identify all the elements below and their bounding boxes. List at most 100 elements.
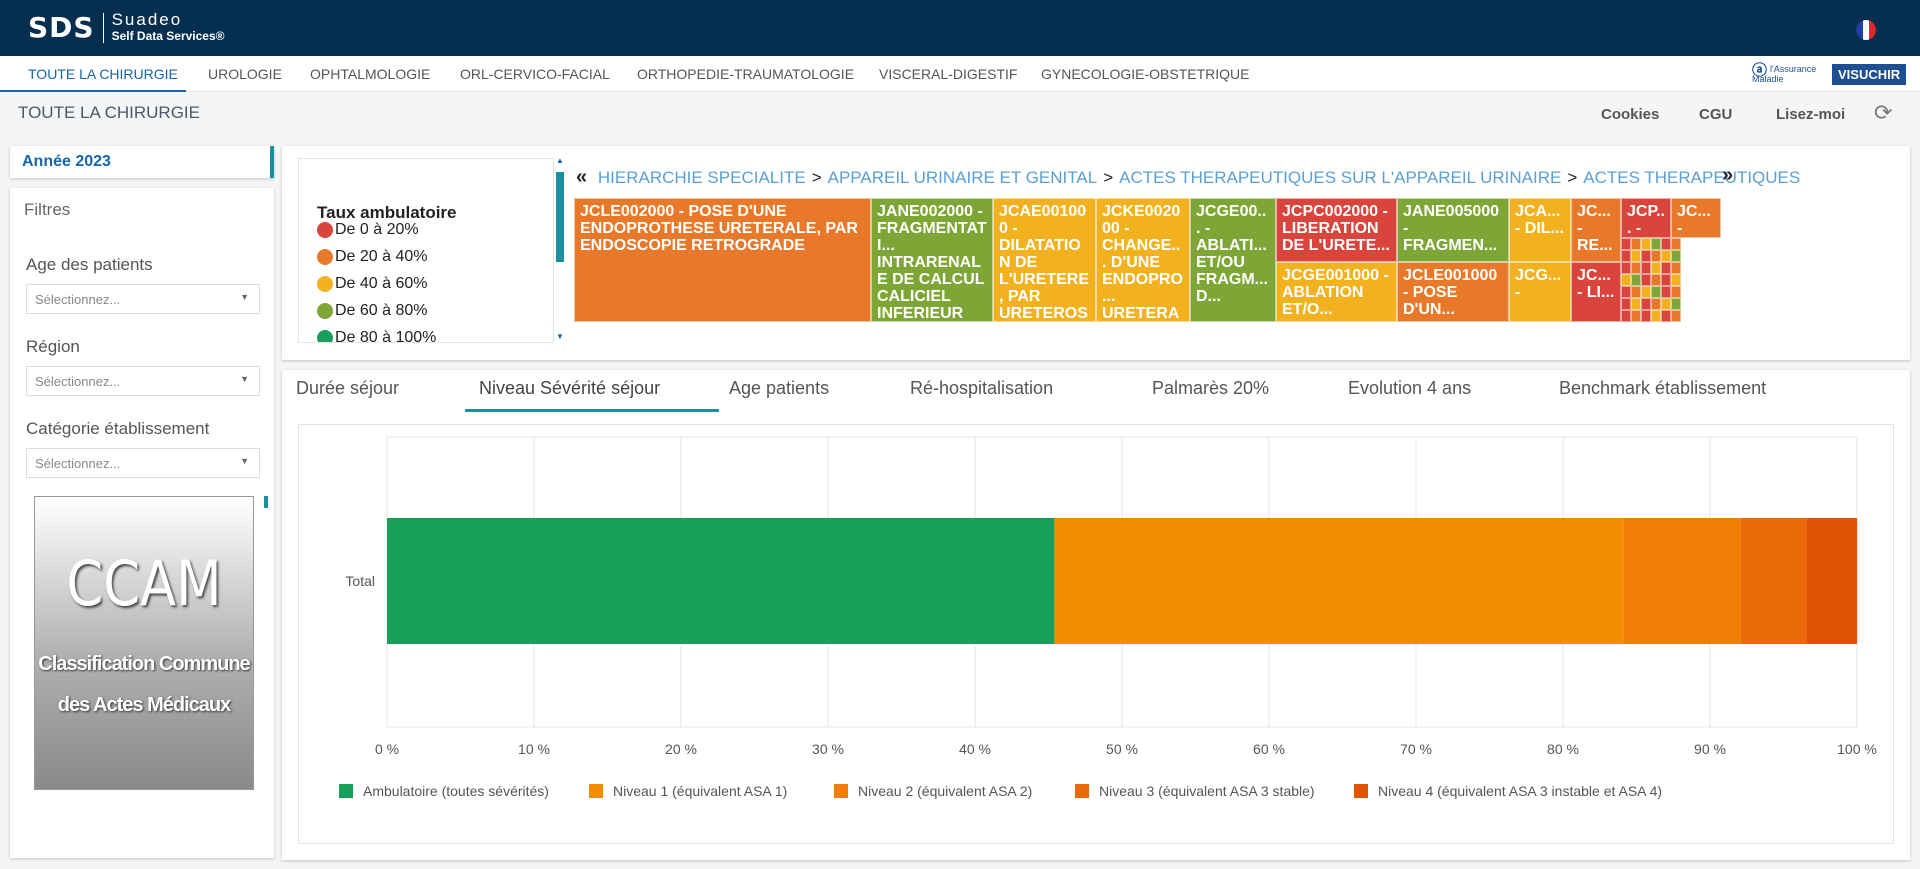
- nav-item-visceral[interactable]: VISCERAL-DIGESTIF: [879, 66, 1018, 82]
- treemap-small-cell[interactable]: [1621, 298, 1631, 310]
- treemap-small-cell[interactable]: [1671, 310, 1681, 322]
- sidebar-scrollbar[interactable]: [264, 496, 268, 508]
- treemap-small-cell[interactable]: [1661, 298, 1671, 310]
- treemap-small-cell[interactable]: [1641, 298, 1651, 310]
- chart-legend-label[interactable]: Niveau 3 (équivalent ASA 3 stable): [1099, 783, 1315, 799]
- treemap-small-cell[interactable]: [1621, 310, 1631, 322]
- treemap-cell[interactable]: JCG... -: [1509, 262, 1571, 322]
- lisez-moi-link[interactable]: Lisez-moi: [1776, 106, 1846, 123]
- treemap-small-cell[interactable]: [1661, 262, 1671, 274]
- treemap-small-cell[interactable]: [1631, 310, 1641, 322]
- treemap-cell[interactable]: JCKE002000 - CHANGE... D'UNE ENDOPRO... …: [1096, 198, 1190, 322]
- treemap-cell[interactable]: JC... - RE...: [1571, 198, 1621, 262]
- nav-item-gynecologie[interactable]: GYNECOLOGIE-OBSTETRIQUE: [1041, 66, 1250, 82]
- suadeo-logo[interactable]: SDS Suadeo Self Data Services®: [28, 11, 224, 44]
- category-filter-select[interactable]: Sélectionnez... ▼: [26, 448, 260, 478]
- treemap-small-cell[interactable]: [1631, 238, 1641, 250]
- tab-niveau-severite[interactable]: Niveau Sévérité séjour: [479, 378, 661, 398]
- treemap-small-cell[interactable]: [1641, 310, 1651, 322]
- treemap-small-cell[interactable]: [1661, 238, 1671, 250]
- breadcrumb-next-icon[interactable]: »: [1722, 164, 1734, 186]
- breadcrumb-prev-icon[interactable]: «: [576, 166, 588, 188]
- chart-legend-label[interactable]: Niveau 1 (équivalent ASA 1): [613, 783, 787, 799]
- treemap-cell[interactable]: JC... - LI...: [1571, 262, 1621, 322]
- tab-duree-sejour[interactable]: Durée séjour: [296, 378, 400, 398]
- treemap-cell[interactable]: JCP... -: [1621, 198, 1671, 238]
- treemap-small-cell[interactable]: [1651, 310, 1661, 322]
- tab-evolution[interactable]: Evolution 4 ans: [1348, 378, 1472, 398]
- treemap-small-cell[interactable]: [1621, 286, 1631, 298]
- age-filter-select[interactable]: Sélectionnez... ▼: [26, 284, 260, 314]
- treemap-small-cell[interactable]: [1641, 286, 1651, 298]
- nav-item-orl[interactable]: ORL-CERVICO-FACIAL: [460, 66, 610, 82]
- scroll-down-icon[interactable]: ▼: [556, 332, 564, 341]
- bar-segment[interactable]: [1807, 518, 1857, 644]
- tab-age-patients[interactable]: Age patients: [729, 378, 830, 398]
- tab-palmares[interactable]: Palmarès 20%: [1152, 378, 1270, 398]
- treemap-small-cell[interactable]: [1631, 274, 1641, 286]
- nav-item-urologie[interactable]: UROLOGIE: [208, 66, 282, 82]
- ccam-image[interactable]: CCAM Classification Commune des Actes Mé…: [34, 496, 254, 790]
- treemap-cell[interactable]: JCPC002000 - LIBERATION DE L'URETE...: [1276, 198, 1397, 262]
- treemap-cell[interactable]: JCGE00... - ABLATI... ET/OU FRAGM... D..…: [1190, 198, 1276, 322]
- cgu-link[interactable]: CGU: [1699, 106, 1733, 123]
- treemap-small-cell[interactable]: [1641, 238, 1651, 250]
- refresh-icon[interactable]: ⟳: [1874, 100, 1893, 125]
- region-filter-select[interactable]: Sélectionnez... ▼: [26, 366, 260, 396]
- breadcrumb-item[interactable]: ACTES THERAPEUTIQUES SUR L'APPAREIL URIN…: [1119, 168, 1562, 187]
- bar-segment[interactable]: [1623, 518, 1741, 644]
- chart-legend-label[interactable]: Niveau 2 (équivalent ASA 2): [858, 783, 1032, 799]
- bar-segment[interactable]: [1054, 518, 1624, 644]
- treemap-cell[interactable]: JCLE002000 - POSE D'UNE ENDOPROTHESE URE…: [574, 198, 871, 322]
- breadcrumb-item[interactable]: APPAREIL URINAIRE ET GENITAL: [827, 168, 1098, 187]
- legend-scroll-thumb[interactable]: [556, 172, 564, 262]
- treemap-cell[interactable]: JC... -: [1671, 198, 1721, 238]
- cookies-link[interactable]: Cookies: [1601, 106, 1660, 123]
- bar-segment[interactable]: [1740, 518, 1808, 644]
- legend-scrollbar[interactable]: ▲ ▼: [556, 156, 564, 341]
- nav-item-ophtalmologie[interactable]: OPHTALMOLOGIE: [310, 66, 431, 82]
- treemap-cell[interactable]: JCGE001000 - ABLATION ET/O...: [1276, 262, 1397, 322]
- treemap-cell[interactable]: JCLE001000 - POSE D'UN...: [1397, 262, 1509, 322]
- treemap-small-cell[interactable]: [1621, 262, 1631, 274]
- treemap-small-cell[interactable]: [1621, 238, 1631, 250]
- treemap-small-cell[interactable]: [1631, 250, 1641, 262]
- year-selector[interactable]: Année 2023: [10, 146, 274, 178]
- treemap-cell[interactable]: JANE002000 - FRAGMENTATI... INTRARENALE …: [871, 198, 993, 322]
- treemap-small-cell[interactable]: [1651, 286, 1661, 298]
- treemap-small-cell[interactable]: [1671, 298, 1681, 310]
- treemap-small-cell[interactable]: [1671, 274, 1681, 286]
- bar-segment[interactable]: [387, 518, 1055, 644]
- scroll-up-icon[interactable]: ▲: [556, 156, 564, 165]
- breadcrumb-item[interactable]: ACTES THERAPEUTIQUES: [1583, 168, 1801, 187]
- treemap-small-cell[interactable]: [1661, 274, 1671, 286]
- french-flag-icon[interactable]: [1856, 20, 1876, 40]
- treemap-small-cell[interactable]: [1671, 286, 1681, 298]
- treemap-small-cell[interactable]: [1621, 274, 1631, 286]
- treemap-small-cell[interactable]: [1651, 298, 1661, 310]
- treemap-small-cell[interactable]: [1631, 286, 1641, 298]
- treemap-small-cell[interactable]: [1671, 238, 1681, 250]
- treemap-small-cell[interactable]: [1631, 298, 1641, 310]
- treemap-small-cell[interactable]: [1661, 286, 1671, 298]
- treemap-cell[interactable]: JCAE001000 - DILATATION DE L'URETERE, PA…: [993, 198, 1096, 322]
- chart-legend-label[interactable]: Ambulatoire (toutes sévérités): [363, 783, 549, 799]
- breadcrumb-item[interactable]: HIERARCHIE SPECIALITE: [597, 168, 806, 187]
- treemap-small-cell[interactable]: [1671, 262, 1681, 274]
- nav-item-toute-la-chirurgie[interactable]: TOUTE LA CHIRURGIE: [28, 66, 178, 82]
- tab-re-hospitalisation[interactable]: Ré-hospitalisation: [910, 378, 1054, 398]
- treemap-small-cell[interactable]: [1671, 250, 1681, 262]
- treemap-small-cell[interactable]: [1641, 250, 1651, 262]
- treemap-small-cell[interactable]: [1631, 262, 1641, 274]
- treemap-small-cell[interactable]: [1641, 262, 1651, 274]
- treemap-small-cell[interactable]: [1641, 274, 1651, 286]
- treemap-cell[interactable]: JANE005000 - FRAGMEN...: [1397, 198, 1509, 262]
- treemap-small-cell[interactable]: [1651, 250, 1661, 262]
- treemap-small-cell[interactable]: [1651, 274, 1661, 286]
- chart-legend-label[interactable]: Niveau 4 (équivalent ASA 3 instable et A…: [1378, 783, 1662, 799]
- treemap-small-cell[interactable]: [1661, 310, 1671, 322]
- treemap-small-cell[interactable]: [1621, 250, 1631, 262]
- tab-benchmark[interactable]: Benchmark établissement: [1559, 378, 1767, 398]
- treemap-small-cell[interactable]: [1651, 262, 1661, 274]
- nav-item-orthopedie[interactable]: ORTHOPEDIE-TRAUMATOLOGIE: [637, 66, 855, 82]
